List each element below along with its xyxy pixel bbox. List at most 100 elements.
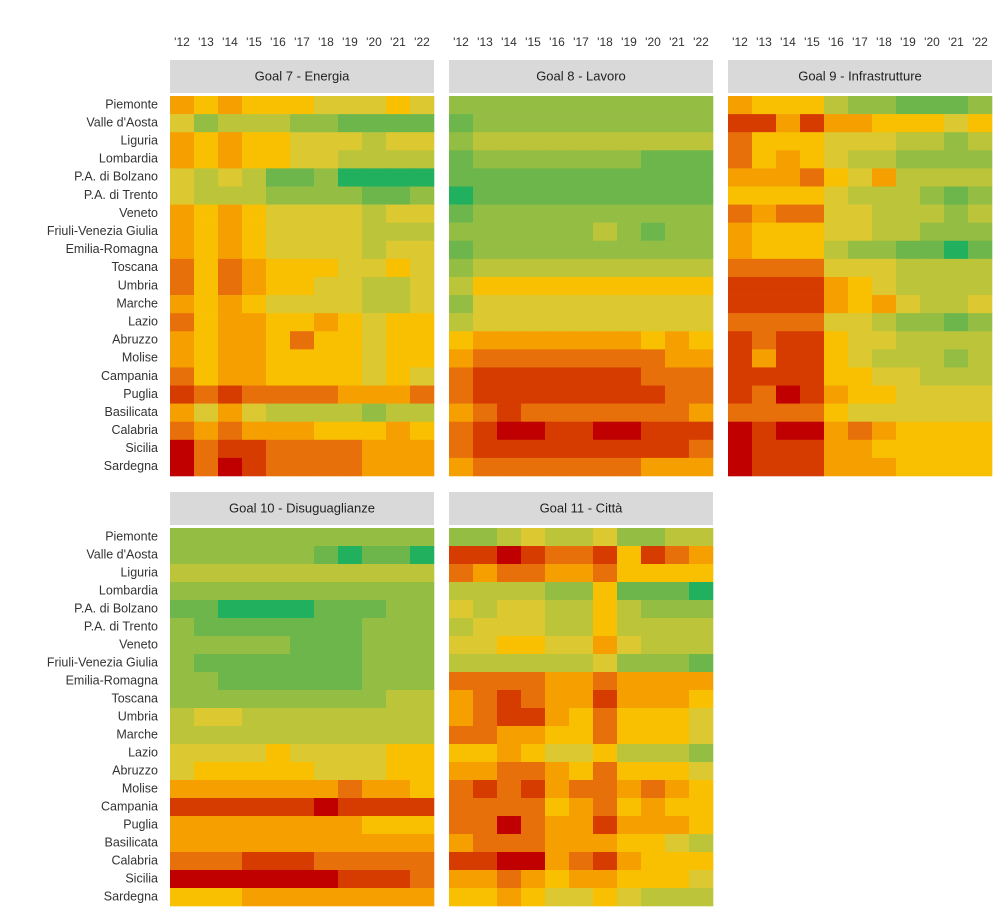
heatmap-cell — [593, 690, 618, 709]
heatmap-cell — [314, 276, 339, 296]
heatmap-cell — [920, 150, 945, 169]
heatmap-cell — [473, 240, 498, 260]
heatmap-cell — [689, 582, 714, 601]
heatmap-cell — [170, 222, 195, 242]
heatmap-cell — [521, 708, 546, 727]
heatmap-cell — [848, 385, 873, 404]
heatmap-cell — [641, 528, 666, 547]
heatmap-cell — [545, 870, 570, 889]
heatmap-cell — [497, 528, 522, 547]
heatmap-cell — [266, 852, 291, 871]
heatmap-cell — [641, 798, 666, 817]
heatmap-cell — [968, 150, 993, 169]
heatmap-cell — [338, 222, 363, 242]
heatmap-cell — [641, 708, 666, 727]
heatmap-cell — [593, 403, 618, 423]
heatmap-cell — [545, 331, 570, 350]
heatmap-cell — [728, 385, 753, 404]
heatmap-cell — [545, 546, 570, 565]
heatmap-cell — [362, 888, 387, 907]
heatmap-cell — [593, 762, 618, 781]
heatmap-cell — [728, 331, 753, 350]
heatmap-cell — [338, 852, 363, 871]
heatmap-cell — [569, 744, 594, 763]
heatmap-cell — [641, 654, 666, 673]
heatmap-cell — [170, 798, 195, 817]
heatmap-cell — [194, 331, 219, 350]
heatmap-cell — [410, 132, 435, 151]
heatmap-cell — [920, 276, 945, 296]
heatmap-cell — [338, 564, 363, 583]
heatmap-cell — [800, 295, 825, 314]
heatmap-cell — [728, 367, 753, 386]
heatmap-cell — [641, 96, 666, 115]
heatmap-cell — [593, 780, 618, 799]
heatmap-cell — [800, 222, 825, 242]
heatmap-cell — [362, 852, 387, 871]
heatmap-cell — [266, 690, 291, 709]
heatmap-cell — [545, 834, 570, 853]
heatmap-cell — [776, 295, 801, 314]
heatmap-cell — [689, 258, 714, 278]
heatmap-cell — [569, 708, 594, 727]
heatmap-cell — [218, 439, 243, 459]
y-tick-label: P.A. di Bolzano — [74, 170, 158, 184]
heatmap-cell — [290, 582, 315, 601]
heatmap-cell — [170, 636, 195, 655]
heatmap-cell — [266, 132, 291, 151]
heatmap-cell — [410, 168, 435, 187]
heatmap-cell — [800, 132, 825, 151]
heatmap-cell — [290, 708, 315, 727]
heatmap-cell — [848, 331, 873, 350]
y-tick-label: Liguria — [120, 565, 158, 579]
heatmap-cell — [362, 132, 387, 151]
heatmap-cell — [218, 870, 243, 889]
heatmap-cell — [545, 672, 570, 691]
heatmap-cell — [266, 726, 291, 745]
heatmap-cell — [689, 690, 714, 709]
heatmap-cell — [752, 313, 777, 332]
heatmap-cell — [569, 240, 594, 260]
heatmap-cell — [521, 528, 546, 547]
heatmap-cell — [848, 114, 873, 133]
heatmap-cell — [386, 313, 411, 332]
heatmap-cell — [218, 726, 243, 745]
heatmap-cell — [920, 132, 945, 151]
heatmap-cell — [290, 546, 315, 565]
heatmap-cell — [410, 582, 435, 601]
heatmap-cell — [944, 457, 969, 477]
heatmap-cell — [314, 258, 339, 278]
heatmap-cell — [776, 367, 801, 386]
heatmap-cell — [689, 762, 714, 781]
heatmap-cell — [362, 654, 387, 673]
heatmap-cell — [545, 114, 570, 133]
x-tick-label: '17 — [573, 35, 589, 49]
heatmap-cell — [290, 367, 315, 386]
heatmap-cell — [545, 528, 570, 547]
heatmap-cell — [266, 564, 291, 583]
heatmap-cell — [314, 385, 339, 404]
heatmap-cell — [362, 780, 387, 799]
heatmap-cell — [569, 816, 594, 835]
heatmap-cell — [824, 168, 849, 187]
heatmap-cell — [194, 439, 219, 459]
heatmap-cell — [728, 439, 753, 459]
heatmap-cell — [641, 636, 666, 655]
heatmap-cell — [170, 421, 195, 441]
heatmap-cell — [266, 636, 291, 655]
heatmap-cell — [593, 528, 618, 547]
heatmap-cell — [386, 708, 411, 727]
heatmap-cell — [473, 150, 498, 169]
heatmap-cell — [848, 457, 873, 477]
heatmap-cell — [266, 870, 291, 889]
heatmap-cell — [449, 690, 474, 709]
heatmap-cell — [968, 349, 993, 368]
heatmap-cell — [314, 834, 339, 853]
panel-header — [170, 492, 434, 525]
heatmap-cell — [386, 762, 411, 781]
heatmap-cell — [617, 168, 642, 187]
heatmap-cell — [497, 295, 522, 314]
heatmap-cell — [266, 295, 291, 314]
heatmap-cell — [728, 222, 753, 242]
heatmap-cell — [338, 618, 363, 637]
